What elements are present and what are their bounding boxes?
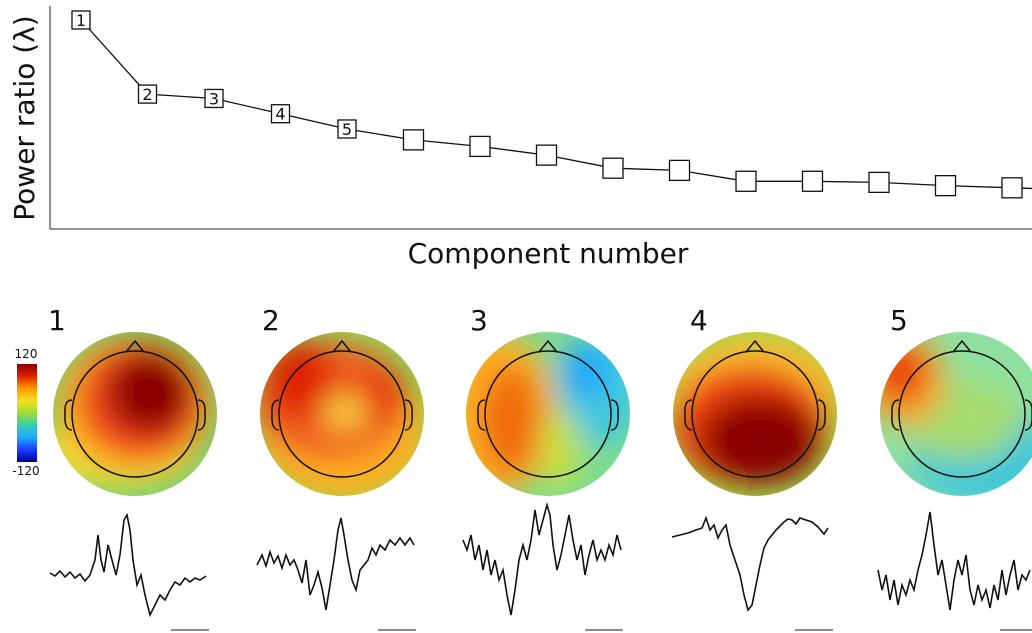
- head-outline-5: [891, 339, 1032, 478]
- topomap-3: 3: [466, 304, 630, 496]
- data-point-marker-8: [535, 144, 558, 166]
- topomap-2-field: [260, 332, 424, 496]
- data-point-marker-14: [934, 174, 957, 197]
- colorbar-max-label: 120: [15, 347, 38, 361]
- topomap-5-field: [880, 332, 1032, 496]
- x-axis-title: Component number: [408, 237, 689, 270]
- component-label-4: 4: [690, 304, 708, 337]
- data-point-marker-3: [204, 88, 224, 109]
- component-label-5: 5: [890, 304, 908, 337]
- data-point-marker-15: [1001, 177, 1023, 199]
- data-point-marker-12: [801, 170, 824, 192]
- topomap-4: 4: [673, 304, 837, 496]
- data-point-marker-11: [735, 170, 757, 192]
- head-outline-1: [64, 339, 206, 478]
- scree-plot: Power ratio (λ) Component number 1 2 3 4 5: [8, 6, 1032, 270]
- colorbar-gradient: [17, 364, 37, 462]
- waveform-2: [256, 517, 415, 611]
- data-point-label-2: 2: [142, 85, 152, 104]
- topomap-4-field: [673, 332, 837, 496]
- component-label-1: 1: [48, 304, 66, 337]
- head-outline-3: [477, 339, 619, 478]
- waveform-5: [877, 511, 1031, 611]
- topomap-1-field: [53, 332, 217, 496]
- data-point-label-5: 5: [342, 120, 352, 139]
- data-point-marker-6: [402, 129, 425, 151]
- data-point-label-3: 3: [209, 89, 219, 108]
- head-outline-2: [271, 339, 413, 478]
- topomap-2: 2: [260, 304, 424, 496]
- data-point-marker-10: [668, 159, 691, 182]
- colorbar-min-label: -120: [12, 464, 39, 478]
- head-outline-4: [684, 339, 826, 478]
- component-label-2: 2: [262, 304, 280, 337]
- data-point-label-4: 4: [275, 105, 285, 124]
- data-point-marker-7: [469, 135, 491, 158]
- waveform-4: [671, 515, 829, 612]
- y-axis-title: Power ratio (λ): [8, 15, 41, 220]
- topomap-1: 1: [48, 304, 217, 496]
- waveform-3: [462, 502, 622, 616]
- data-point-label-1: 1: [76, 11, 86, 30]
- waveforms: [49, 502, 1031, 618]
- data-point-marker-13: [868, 171, 890, 194]
- scree-line: [80, 19, 1032, 190]
- waveform-1: [49, 512, 207, 618]
- topomap-5: 5: [880, 304, 1032, 496]
- data-point-marker-2: [137, 84, 158, 104]
- colorbar: 120 -120: [12, 347, 39, 478]
- data-point-marker-1: [71, 10, 91, 30]
- data-point-marker-4: [270, 104, 291, 124]
- data-point-marker-9: [602, 157, 624, 179]
- data-point-marker-5: [337, 119, 357, 139]
- component-label-3: 3: [470, 304, 488, 337]
